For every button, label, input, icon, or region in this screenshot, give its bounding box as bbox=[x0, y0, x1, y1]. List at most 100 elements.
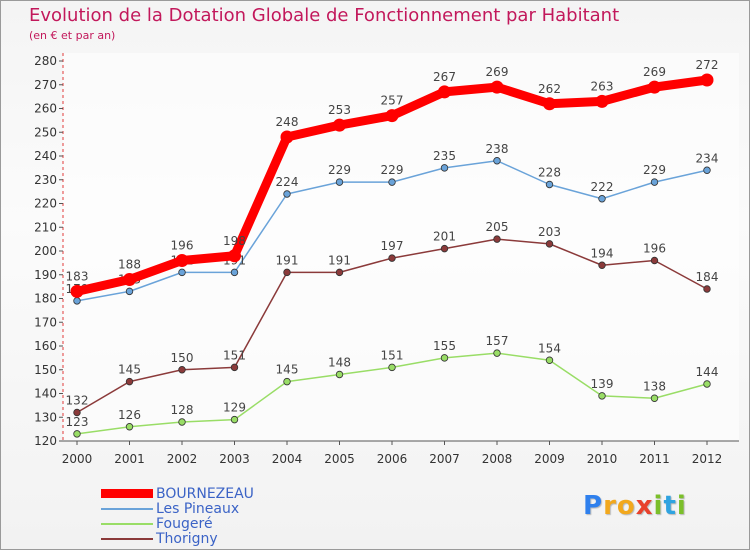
data-label: 183 bbox=[66, 269, 89, 283]
data-label: 154 bbox=[538, 341, 561, 355]
x-tick-label: 2006 bbox=[377, 452, 408, 466]
data-point bbox=[493, 349, 501, 357]
data-label: 196 bbox=[643, 242, 666, 256]
data-label: 228 bbox=[538, 166, 561, 180]
logo-letter: i bbox=[653, 491, 664, 521]
data-point bbox=[178, 418, 186, 426]
x-tick-label: 2000 bbox=[62, 452, 93, 466]
logo-letter: P bbox=[583, 491, 604, 521]
data-point bbox=[335, 370, 344, 379]
data-point bbox=[73, 297, 81, 305]
data-point bbox=[228, 249, 241, 263]
y-tick-label: 230 bbox=[34, 173, 57, 187]
data-label: 224 bbox=[276, 175, 299, 189]
data-point bbox=[545, 180, 554, 189]
x-tick-label: 2003 bbox=[219, 452, 250, 466]
data-point bbox=[388, 254, 396, 262]
data-point bbox=[280, 130, 294, 144]
legend-item: Thorigny bbox=[101, 530, 254, 547]
data-label: 150 bbox=[171, 351, 194, 365]
data-label: 184 bbox=[696, 270, 719, 284]
data-point bbox=[648, 80, 661, 94]
legend-item: Les Pineaux bbox=[101, 501, 254, 517]
data-point bbox=[230, 268, 239, 277]
series-fouger-: 123 126 128 129 145 148 151 155 157 154 139 138 144 bbox=[66, 334, 719, 438]
data-label: 123 bbox=[66, 415, 89, 429]
data-point bbox=[545, 356, 554, 364]
data-point bbox=[335, 268, 344, 277]
legend-label: Thorigny bbox=[156, 530, 218, 547]
x-tick-label: 2012 bbox=[692, 452, 723, 466]
data-label: 205 bbox=[486, 220, 509, 234]
data-label: 253 bbox=[328, 103, 351, 117]
data-point bbox=[595, 94, 609, 108]
y-tick-label: 200 bbox=[34, 244, 57, 258]
legend-swatch bbox=[101, 507, 153, 510]
y-tick-label: 260 bbox=[34, 102, 57, 116]
x-tick-label: 2009 bbox=[534, 452, 565, 466]
y-tick-label: 250 bbox=[34, 125, 57, 139]
y-tick-label: 240 bbox=[34, 149, 57, 163]
data-point bbox=[335, 178, 344, 186]
data-label: 203 bbox=[538, 225, 561, 239]
data-point bbox=[438, 85, 451, 99]
data-label: 262 bbox=[538, 82, 561, 96]
legend-label: BOURNEZEAU bbox=[156, 485, 254, 502]
data-point bbox=[73, 408, 81, 417]
data-label: 257 bbox=[381, 94, 404, 108]
data-label: 151 bbox=[381, 348, 404, 362]
data-point bbox=[388, 363, 396, 372]
y-tick-label: 270 bbox=[34, 78, 57, 92]
legend-swatch bbox=[101, 537, 153, 540]
data-point bbox=[703, 285, 711, 293]
data-label: 267 bbox=[433, 70, 456, 84]
legend-item: Fougeré bbox=[101, 516, 254, 532]
y-tick-label: 130 bbox=[34, 410, 57, 424]
y-tick-label: 150 bbox=[34, 363, 57, 377]
data-point bbox=[283, 377, 291, 386]
data-point bbox=[230, 415, 239, 424]
data-point bbox=[598, 261, 606, 269]
legend-swatch bbox=[101, 489, 153, 498]
data-point bbox=[700, 73, 714, 87]
data-point bbox=[125, 377, 134, 386]
data-label: 188 bbox=[118, 258, 141, 272]
data-label: 129 bbox=[223, 401, 246, 415]
series-bournezeau: 183 188 196 198 248 253 257 267 269 262 263 269 272 bbox=[66, 58, 718, 298]
data-label: 191 bbox=[328, 253, 351, 267]
legend-item: BOURNEZEAU bbox=[101, 485, 254, 502]
data-label: 194 bbox=[591, 246, 614, 260]
logo-letter: x bbox=[635, 491, 654, 521]
data-label: 263 bbox=[591, 79, 614, 93]
data-point bbox=[650, 178, 659, 186]
data-point bbox=[543, 97, 556, 111]
legend: BOURNEZEAU Les Pineaux Fougeré Thorigny bbox=[101, 485, 254, 547]
x-tick-label: 2005 bbox=[324, 452, 355, 466]
data-label: 155 bbox=[433, 339, 456, 353]
chart-subtitle: (en € et par an) bbox=[29, 29, 116, 42]
data-label: 234 bbox=[696, 151, 719, 165]
data-point bbox=[440, 244, 449, 253]
chart-title: Evolution de la Dotation Globale de Fonc… bbox=[29, 5, 620, 26]
y-tick-label: 210 bbox=[34, 220, 57, 234]
data-point bbox=[440, 354, 449, 362]
data-label: 201 bbox=[433, 230, 456, 244]
series-thorigny: 132 145 150 151 191 191 197 201 205 203 194 196 184 bbox=[66, 220, 719, 417]
data-label: 128 bbox=[171, 403, 194, 417]
proxiti-logo: Proxiti bbox=[583, 491, 687, 521]
data-point bbox=[333, 118, 346, 132]
data-label: 229 bbox=[328, 163, 351, 177]
data-label: 132 bbox=[66, 394, 89, 408]
y-tick-label: 180 bbox=[34, 292, 57, 306]
data-point bbox=[650, 256, 659, 265]
data-label: 144 bbox=[696, 365, 719, 379]
x-tick-label: 2007 bbox=[429, 452, 460, 466]
data-point bbox=[598, 392, 606, 400]
x-tick-label: 2004 bbox=[272, 452, 303, 466]
data-label: 196 bbox=[171, 239, 194, 253]
data-point bbox=[283, 190, 291, 198]
x-tick-label: 2010 bbox=[587, 452, 618, 466]
data-point bbox=[598, 195, 606, 203]
data-label: 229 bbox=[643, 163, 666, 177]
